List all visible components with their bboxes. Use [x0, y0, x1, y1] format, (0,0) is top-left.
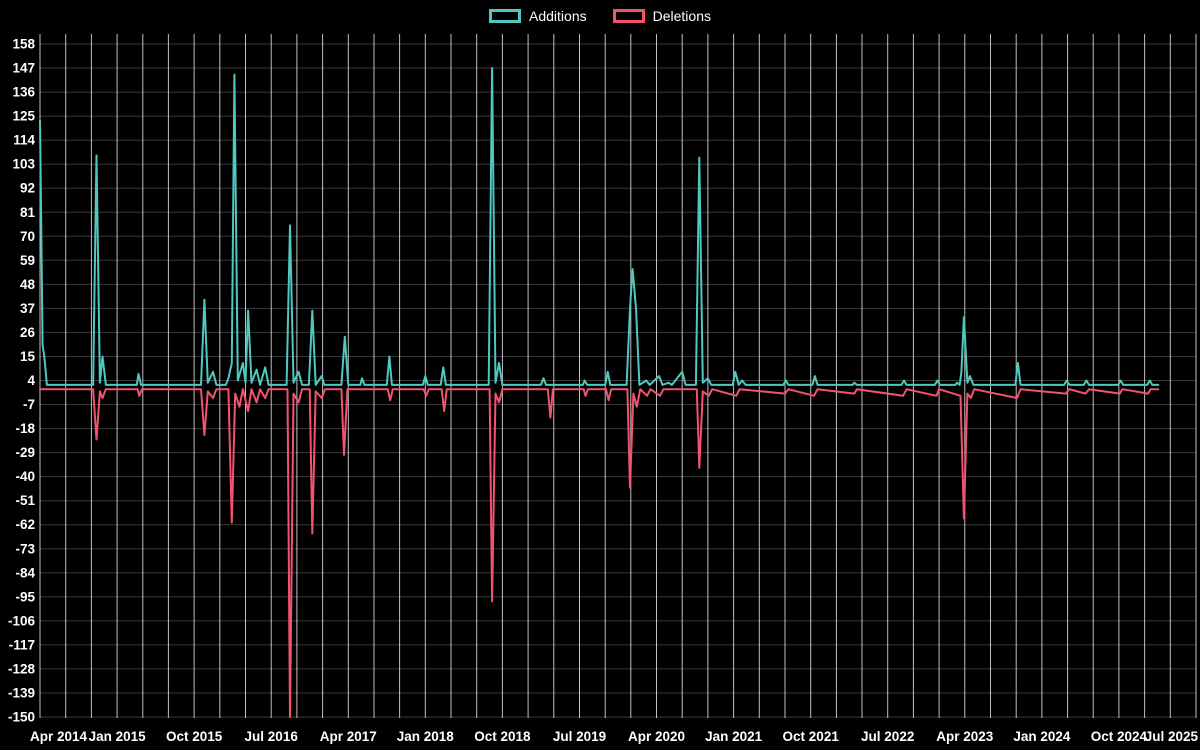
- y-tick-label: 48: [20, 277, 36, 292]
- legend-item-deletions[interactable]: Deletions: [612, 7, 711, 25]
- y-tick-label: -128: [8, 661, 36, 676]
- deletions-swatch-icon: [612, 9, 645, 23]
- y-tick-label: 125: [12, 109, 35, 124]
- deletions-label: Deletions: [652, 8, 711, 24]
- y-tick-label: -62: [15, 517, 35, 532]
- x-tick-label: Apr 2020: [628, 729, 685, 744]
- x-tick-label: Apr 2014: [30, 729, 88, 744]
- x-tick-label: Jul 2022: [861, 729, 914, 744]
- y-tick-label: -29: [15, 445, 35, 460]
- additions-label: Additions: [529, 8, 587, 24]
- x-tick-label: Oct 2018: [474, 729, 531, 744]
- additions-swatch-icon: [489, 9, 522, 23]
- y-axis-labels: 158 147 136 125 114 103 92 81 70 59 48 37 26 15 4 -7 -18…: [8, 37, 36, 725]
- y-tick-label: -139: [8, 686, 35, 701]
- y-tick-label: -40: [15, 469, 35, 484]
- x-tick-label: Jan 2024: [1013, 729, 1071, 744]
- x-tick-label: Apr 2017: [320, 729, 377, 744]
- y-tick-label: -150: [8, 710, 35, 725]
- legend-item-additions[interactable]: Additions: [489, 7, 587, 25]
- y-tick-label: -106: [8, 613, 36, 628]
- y-tick-label: 81: [20, 205, 36, 220]
- x-tick-label: Jul 2016: [245, 729, 299, 744]
- x-tick-label: Oct 2021: [783, 729, 840, 744]
- y-tick-label: -84: [15, 565, 35, 580]
- y-tick-label: 103: [12, 157, 35, 172]
- x-tick-label: Jul 2025: [1145, 729, 1199, 744]
- y-tick-label: -117: [9, 637, 35, 652]
- x-tick-label: Oct 2015: [166, 729, 223, 744]
- y-tick-label: -7: [23, 397, 35, 412]
- y-tick-label: 136: [12, 85, 35, 100]
- x-axis-labels: Apr 2014 Jan 2015 Oct 2015 Jul 2016 Apr 2017…: [30, 729, 1198, 744]
- chart-legend: Additions Deletions: [0, 7, 1200, 25]
- y-tick-label: 92: [20, 181, 35, 196]
- x-tick-label: Oct 2024: [1091, 729, 1148, 744]
- y-tick-label: 4: [27, 373, 35, 388]
- y-tick-label: -18: [15, 421, 35, 436]
- y-tick-label: 147: [12, 61, 35, 76]
- deletions-line: [39, 388, 1160, 718]
- y-tick-label: 70: [20, 229, 35, 244]
- y-tick-label: 158: [12, 37, 35, 52]
- y-tick-label: 37: [20, 301, 35, 316]
- y-tick-label: -51: [15, 493, 35, 508]
- y-tick-label: 59: [20, 253, 35, 268]
- x-tick-label: Jul 2019: [553, 729, 606, 744]
- y-tick-label: 114: [13, 133, 35, 148]
- x-tick-label: Jan 2018: [397, 729, 455, 744]
- y-tick-label: -73: [15, 541, 35, 556]
- x-tick-label: Apr 2023: [936, 729, 994, 744]
- y-tick-label: 15: [20, 349, 36, 364]
- y-tick-label: -95: [15, 589, 35, 604]
- y-tick-label: 26: [20, 325, 36, 340]
- x-tick-label: Jan 2015: [89, 729, 147, 744]
- x-tick-label: Jan 2021: [705, 729, 763, 744]
- additions-line: [39, 67, 1160, 386]
